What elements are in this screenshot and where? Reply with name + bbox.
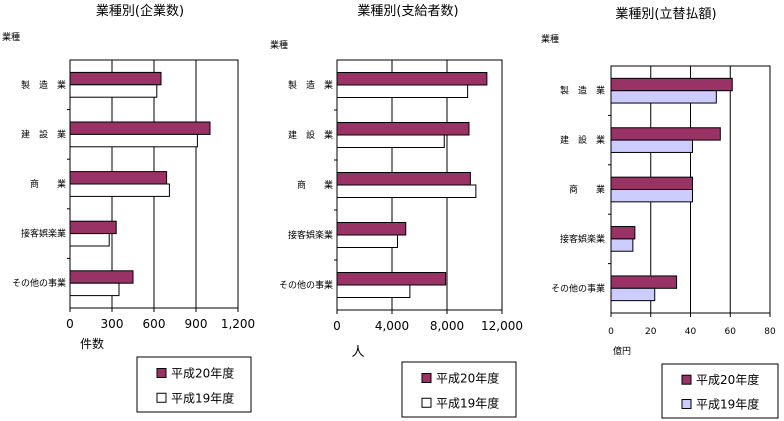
bar-series-2 — [69, 183, 170, 197]
category-label: 建 設 業 — [21, 128, 66, 140]
x-tick-label: 20 — [645, 327, 657, 337]
legend-box — [661, 363, 779, 419]
category-label: その他の事業 — [551, 282, 605, 294]
bar-series-1 — [610, 275, 678, 289]
x-tick-label: 60 — [725, 327, 737, 337]
legend-swatch — [156, 368, 167, 378]
x-tick-label: 8,000 — [430, 319, 464, 333]
x-tick-label: 40 — [685, 327, 697, 337]
bar-series-2 — [336, 134, 445, 148]
x-tick-label: 1,200 — [221, 317, 255, 331]
category-label: 製 造 業 — [21, 79, 66, 91]
x-tick-label: 0 — [66, 317, 74, 331]
x-tick-label: 12,000 — [481, 319, 523, 333]
bar-series-1 — [69, 121, 211, 135]
x-tick-label: 300 — [101, 317, 124, 331]
value-axis-label: 件数 — [80, 336, 104, 351]
bar-series-1 — [610, 77, 733, 92]
chart-title: 業種別(企業数) — [96, 3, 184, 19]
bar-series-2 — [69, 282, 120, 297]
bar-series-1 — [336, 222, 407, 236]
x-tick-label: 900 — [185, 317, 208, 331]
chart-1: 業種別(企業数) 業種 0 300 600 900 1,200 件数 製 造 業建 設 業商 業… — [2, 3, 255, 413]
bar-series-2 — [336, 84, 469, 98]
x-tick-label: 0 — [608, 327, 614, 337]
bar-series-1 — [69, 71, 162, 86]
category-axis-label: 業種 — [270, 39, 288, 51]
category-label: 商 業 — [297, 179, 333, 191]
bar-series-2 — [69, 133, 198, 148]
bar-series-2 — [336, 284, 411, 298]
legend-label: 平成20年度 — [696, 372, 759, 387]
bar-series-1 — [336, 172, 471, 186]
bar-series-1 — [336, 272, 447, 286]
legend-box — [136, 356, 252, 413]
bar-series-2 — [610, 139, 693, 153]
legend-box — [401, 361, 517, 418]
legend-label: 平成19年度 — [696, 397, 759, 412]
bar-series-2 — [610, 189, 693, 203]
category-label: 接客娯楽業 — [288, 229, 333, 241]
bar-series-1 — [336, 122, 470, 136]
chart-2: 業種別(支給者数) 業種 0 4,000 8,000 12,000 人 製 造 業建 設 業商… — [270, 3, 523, 418]
category-label: 製 造 業 — [288, 79, 333, 91]
x-tick-label: 0 — [333, 319, 341, 333]
bar-series-2 — [69, 233, 110, 247]
bar-series-1 — [610, 176, 693, 190]
category-label: その他の事業 — [279, 279, 333, 291]
bar-series-2 — [610, 90, 717, 104]
legend-label: 平成19年度 — [436, 395, 499, 410]
value-axis-label: 人 — [351, 345, 364, 360]
bar-series-1 — [69, 270, 134, 284]
bar-series-1 — [610, 226, 636, 240]
category-label: その他の事業 — [12, 277, 66, 289]
legend-label: 平成20年度 — [171, 366, 234, 381]
category-label: 製 造 業 — [560, 85, 605, 97]
bar-series-1 — [610, 127, 721, 141]
bar-series-2 — [69, 84, 158, 98]
bar-series-1 — [336, 72, 488, 86]
legend-label: 平成19年度 — [171, 390, 234, 405]
chart-3: 業種別(立替払額) 業種 0 20 40 60 80 億円 製 造 業建 設 業商 業接客娯楽業… — [541, 6, 779, 419]
category-label: 商 業 — [30, 178, 66, 190]
category-axis-label: 業種 — [2, 31, 20, 43]
bar-series-2 — [336, 234, 398, 248]
legend-swatch — [681, 399, 692, 409]
category-label: 建 設 業 — [288, 129, 333, 141]
legend-swatch — [156, 392, 167, 403]
category-axis-label: 業種 — [541, 33, 559, 45]
legend-swatch — [421, 373, 432, 383]
bar-series-1 — [69, 171, 168, 185]
bar-series-2 — [336, 184, 477, 198]
legend-swatch — [421, 397, 432, 408]
bar-series-1 — [69, 220, 117, 235]
chart-title: 業種別(立替払額) — [615, 6, 716, 22]
x-tick-label: 80 — [764, 327, 776, 337]
legend-label: 平成20年度 — [436, 371, 499, 386]
bar-series-2 — [610, 238, 634, 252]
bar-series-2 — [610, 287, 656, 302]
category-label: 商 業 — [569, 184, 605, 196]
x-tick-label: 600 — [143, 317, 166, 331]
category-label: 建 設 業 — [560, 134, 605, 146]
legend-swatch — [681, 374, 692, 385]
value-axis-label: 億円 — [613, 345, 631, 357]
category-label: 接客娯楽業 — [560, 233, 605, 245]
x-tick-label: 4,000 — [375, 319, 409, 333]
category-label: 接客娯楽業 — [21, 228, 66, 240]
chart-title: 業種別(支給者数) — [357, 3, 458, 19]
